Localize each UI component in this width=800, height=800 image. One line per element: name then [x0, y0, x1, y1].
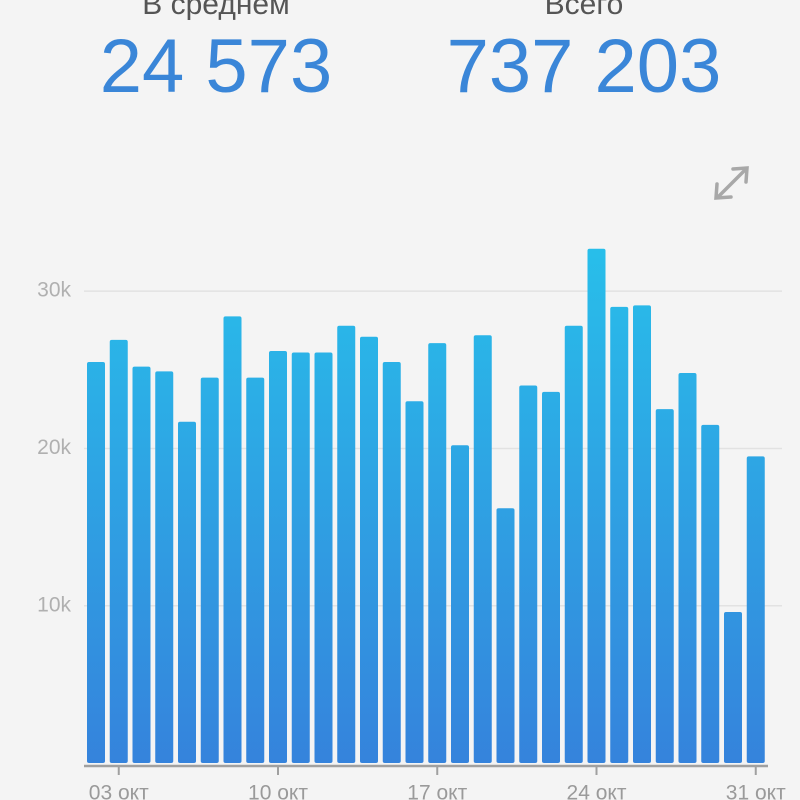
x-tick-label: 17 окт [407, 782, 467, 800]
y-tick-label: 20k [37, 436, 71, 459]
bar [678, 372, 697, 763]
x-tick-label: 03 окт [89, 782, 149, 800]
bar [87, 361, 105, 763]
bar [337, 325, 356, 763]
bar [109, 339, 128, 763]
bar [610, 306, 629, 763]
bar [587, 248, 606, 763]
bar [178, 421, 196, 763]
average-label: В среднем [142, 0, 289, 21]
bar [382, 361, 401, 763]
expand-icon[interactable] [714, 166, 749, 200]
x-tick-label: 10 окт [248, 782, 308, 800]
bar [451, 445, 469, 763]
bar [724, 612, 742, 763]
bar [701, 424, 720, 763]
y-tick-label: 30k [37, 279, 71, 302]
bar [314, 352, 333, 763]
bar [564, 325, 583, 763]
bar [519, 385, 538, 763]
bar [155, 371, 174, 763]
x-tick-label: 31 окт [726, 782, 786, 800]
bar [200, 377, 219, 763]
bar [542, 391, 560, 763]
y-tick-label: 10k [37, 593, 71, 616]
bar [269, 350, 287, 763]
total-value: 737 203 [447, 24, 722, 109]
bar [655, 409, 674, 763]
average-value: 24 573 [100, 24, 332, 109]
bar [246, 377, 265, 763]
bar [132, 366, 151, 763]
bar [223, 316, 242, 763]
bar [633, 305, 651, 763]
bar [360, 336, 378, 763]
bar [473, 335, 492, 763]
total-label: Всего [545, 0, 624, 21]
bar [746, 456, 765, 763]
bar [428, 343, 447, 763]
bar [291, 352, 310, 763]
x-tick-label: 24 окт [567, 782, 627, 800]
bar [496, 508, 515, 763]
bar [405, 401, 424, 763]
chart: 10k 20k 30k 03 окт 10 окт 17 окт 24 окт 31 окт [37, 248, 786, 800]
